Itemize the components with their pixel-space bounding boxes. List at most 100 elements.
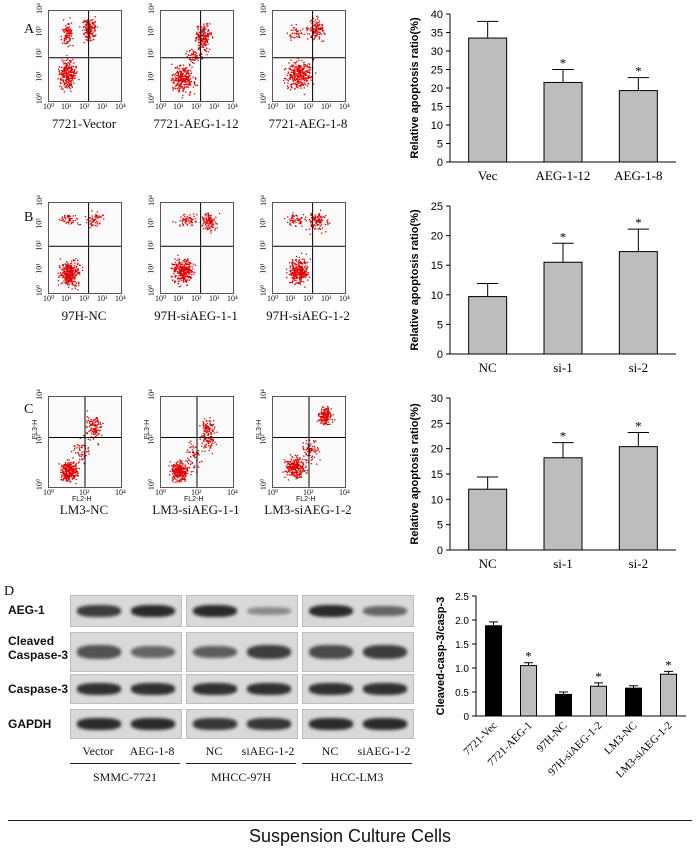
bar-chart-b: Relative apoptosis ratio(%) 0 5 10 15 20 25 NC *… bbox=[409, 201, 676, 375]
chart-bar bbox=[618, 251, 658, 355]
chart-significance: * bbox=[665, 657, 672, 672]
flow-x-axis-label: FL2-H bbox=[184, 496, 204, 503]
panel-letter-d: D bbox=[4, 584, 15, 599]
flow-y-tick: 10³ bbox=[146, 217, 156, 229]
chart-significance: * bbox=[560, 229, 567, 244]
chart-x-label: si-1 bbox=[553, 556, 573, 571]
blot-band bbox=[131, 645, 175, 659]
blot-group-label: SMMC-7721 bbox=[92, 770, 157, 784]
blot-band bbox=[363, 718, 407, 730]
chart-y-tick-label: 2.5 bbox=[455, 592, 469, 603]
flow-x-tick: 10¹ bbox=[61, 294, 72, 303]
flow-x-tick: 10⁰ bbox=[43, 488, 55, 497]
flow-caption: 97H-NC bbox=[61, 308, 107, 323]
blot-row-label-line: Cleaved bbox=[8, 634, 55, 648]
chart-x-label: AEG-1-8 bbox=[614, 168, 662, 183]
flow-scatter bbox=[273, 11, 345, 101]
flow-x-tick: 10³ bbox=[97, 294, 108, 303]
chart-bar bbox=[520, 665, 537, 717]
blot-panel bbox=[186, 674, 298, 704]
chart-bar bbox=[468, 488, 508, 551]
flow-y-tick: 10² bbox=[258, 240, 268, 251]
chart-x-label: NC bbox=[479, 360, 497, 375]
chart-bar bbox=[543, 457, 583, 551]
chart-y-tick-label: 1.5 bbox=[455, 640, 469, 651]
chart-y-label: Cleaved-casp-3/casp-3 bbox=[435, 597, 447, 716]
blot-group-line bbox=[186, 763, 296, 764]
flow-y-tick: 10¹ bbox=[258, 262, 268, 274]
blot-row-label-line: Caspase-3 bbox=[8, 648, 69, 662]
flow-plot bbox=[272, 10, 346, 102]
flow-x-tick: 10¹ bbox=[173, 294, 184, 303]
footer-divider bbox=[8, 820, 692, 821]
blot-row-label: AEG-1 bbox=[8, 603, 45, 617]
blot-band bbox=[247, 718, 291, 730]
chart-bar bbox=[555, 693, 572, 717]
blot-group-line bbox=[70, 763, 180, 764]
chart-y-tick-label: 10 bbox=[431, 120, 443, 132]
flow-y-tick: 10⁴ bbox=[146, 3, 156, 14]
flow-y-tick: 10⁴ bbox=[34, 195, 44, 206]
flow-scatter bbox=[49, 397, 121, 487]
chart-bar bbox=[543, 261, 583, 355]
blot-row-label: GAPDH bbox=[8, 717, 51, 731]
flow-y-tick: 10³ bbox=[258, 217, 268, 229]
flow-x-tick: 10² bbox=[191, 102, 202, 111]
blot-band bbox=[77, 605, 121, 617]
chart-y-label: Relative apoptosis ratio(%) bbox=[409, 209, 421, 351]
bar-chart-d: Cleaved-casp-3/casp-300.51.01.52.02.5772… bbox=[435, 592, 686, 780]
blot-row-label-line: AEG-1 bbox=[8, 603, 45, 617]
blot-panel bbox=[186, 632, 298, 672]
chart-y-tick-label: 10 bbox=[431, 290, 443, 302]
panel-letter-b: B bbox=[24, 210, 34, 225]
blot-panel bbox=[302, 632, 414, 672]
flow-x-tick: 10⁰ bbox=[267, 488, 279, 497]
flow-caption: 7721-AEG-1-8 bbox=[268, 116, 348, 131]
blot-panel bbox=[186, 595, 298, 627]
chart-y-tick-label: 5 bbox=[437, 520, 443, 532]
blot-band bbox=[77, 645, 121, 659]
chart-bar bbox=[543, 81, 583, 163]
blot-band bbox=[363, 644, 407, 660]
chart-x-label: si-2 bbox=[629, 556, 649, 571]
flow-y-tick: 10³ bbox=[34, 217, 44, 229]
flow-x-tick: 10⁴ bbox=[115, 102, 126, 111]
flow-x-tick: 10⁴ bbox=[339, 102, 350, 111]
blot-lane-label: AEG-1-8 bbox=[129, 744, 175, 758]
flow-x-tick: 10² bbox=[303, 294, 314, 303]
chart-significance: * bbox=[635, 215, 642, 230]
chart-bar bbox=[468, 296, 508, 355]
flow-plot bbox=[160, 202, 234, 294]
panel-letter-a: A bbox=[24, 22, 35, 37]
blot-band bbox=[247, 606, 291, 616]
blot-panel bbox=[186, 709, 298, 739]
flow-caption: 7721-AEG-1-12 bbox=[153, 116, 239, 131]
chart-y-tick-label: 1.0 bbox=[455, 664, 469, 675]
chart-y-label: Relative apoptosis ratio(%) bbox=[409, 17, 421, 159]
flow-x-axis-label: FL2-H bbox=[72, 496, 92, 503]
flow-x-tick: 10⁴ bbox=[227, 294, 238, 303]
flow-x-tick: 10⁴ bbox=[339, 294, 350, 303]
flow-x-tick: 10⁰ bbox=[43, 102, 55, 111]
flow-plot bbox=[272, 202, 346, 294]
chart-y-tick-label: 0 bbox=[463, 712, 469, 723]
flow-plot bbox=[160, 396, 234, 488]
blot-band bbox=[77, 718, 121, 730]
flow-x-tick: 10⁴ bbox=[115, 294, 126, 303]
flow-caption: LM3-siAEG-1-1 bbox=[152, 502, 240, 517]
chart-y-tick-label: 30 bbox=[431, 46, 443, 58]
blot-band bbox=[309, 644, 353, 660]
blot-band bbox=[193, 604, 237, 618]
chart-x-label: NC bbox=[479, 556, 497, 571]
blot-lane-label: NC bbox=[321, 744, 339, 758]
chart-y-tick-label: 15 bbox=[431, 469, 443, 481]
flow-scatter bbox=[161, 11, 233, 101]
chart-y-tick-label: 0 bbox=[437, 157, 443, 169]
panel-letter-c: C bbox=[24, 402, 34, 417]
blot-panel bbox=[302, 595, 414, 627]
chart-y-tick-label: 15 bbox=[431, 260, 443, 272]
flow-x-tick: 10³ bbox=[97, 102, 108, 111]
flow-x-tick: 10⁴ bbox=[115, 488, 126, 497]
chart-x-label: Vec bbox=[478, 168, 498, 183]
chart-x-label: si-2 bbox=[629, 360, 649, 375]
